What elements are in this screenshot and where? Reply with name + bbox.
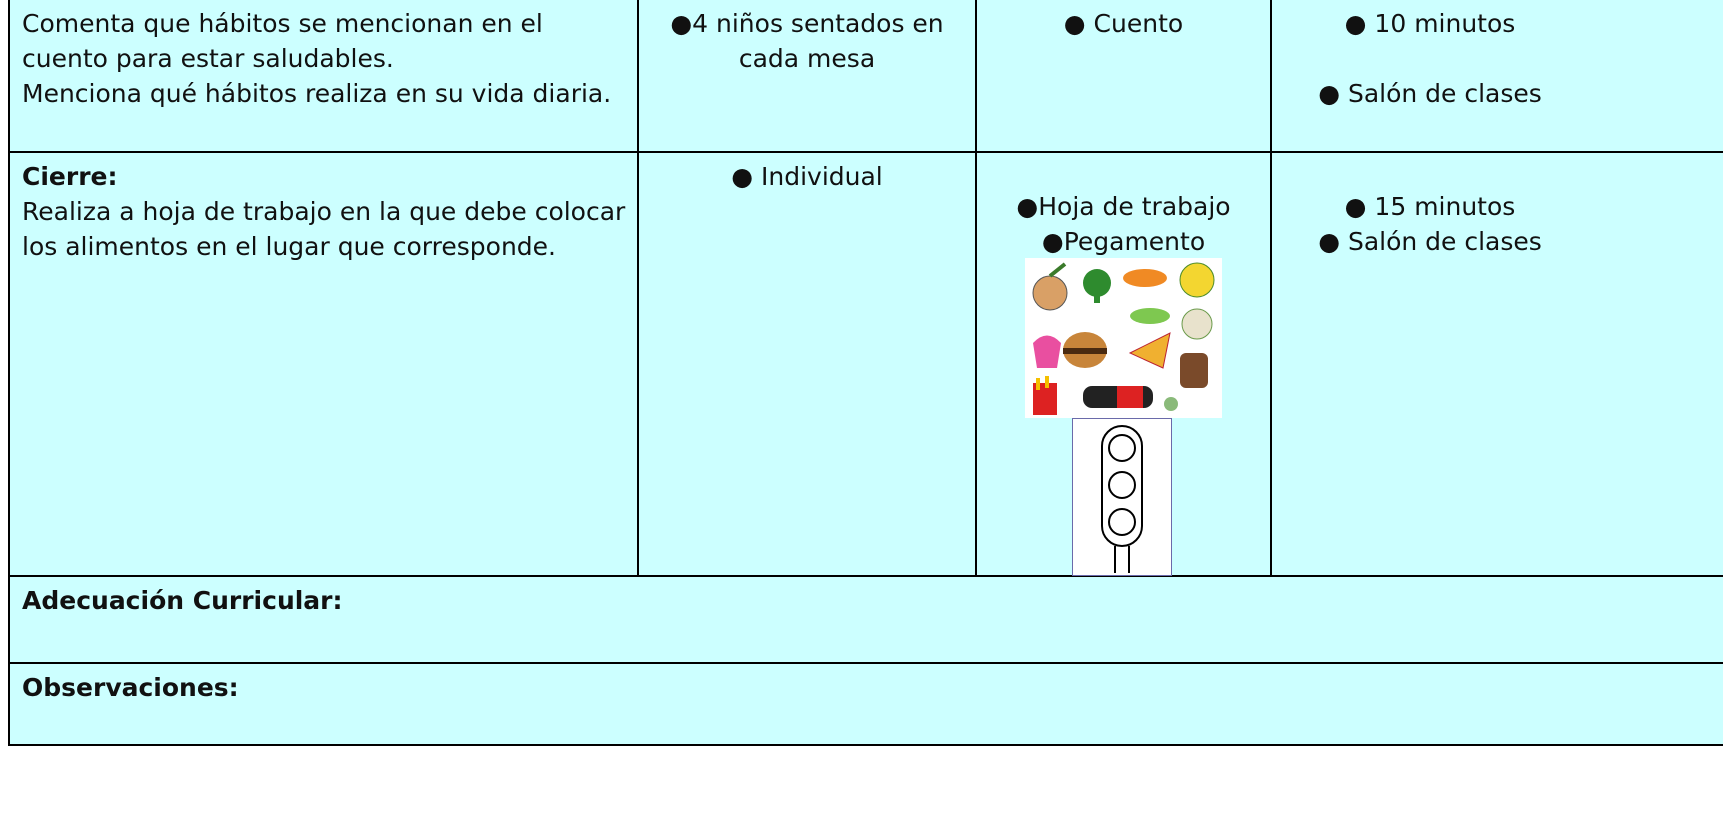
text: ● 15 minutos — [1344, 192, 1516, 221]
organization-cell: ● Individual — [637, 153, 975, 577]
text: ● Salón de clases — [1318, 227, 1542, 256]
time-cell: ● 10 minutos ● Salón de clases — [1270, 0, 1723, 153]
organization-cell: ●4 niños sentados en cada mesa — [637, 0, 975, 153]
text: ● Salón de clases — [1318, 79, 1542, 108]
text: ● Individual — [731, 162, 883, 191]
text: ●4 niños sentados en cada mesa — [670, 9, 944, 73]
text: ● Cuento — [1063, 9, 1184, 38]
text: ●Pegamento — [1041, 227, 1206, 256]
text: ● 10 minutos — [1344, 9, 1516, 38]
text: Observaciones: — [22, 673, 239, 702]
heading: Cierre: — [22, 159, 627, 194]
time-cell: ● 15 minutos ● Salón de clases — [1270, 153, 1723, 577]
text: Realiza a hoja de trabajo en la que debe… — [22, 197, 626, 261]
text: ●Hoja de trabajo — [1016, 192, 1231, 221]
food-stickers — [1025, 258, 1222, 418]
traffic-light — [1072, 418, 1172, 576]
text: Cierre: — [22, 162, 118, 191]
text: Adecuación Curricular: — [22, 586, 343, 615]
observaciones-cell: Observaciones: — [8, 664, 1723, 746]
adecuacion-cell: Adecuación Curricular: — [8, 577, 1723, 664]
text: Menciona qué hábitos realiza en su vida … — [22, 79, 612, 108]
materials-cell: ● Cuento — [975, 0, 1270, 153]
text: Comenta que hábitos se mencionan en el c… — [22, 9, 543, 73]
activity-cell: Cierre: Realiza a hoja de trabajo en la … — [8, 153, 637, 577]
activity-cell: Comenta que hábitos se mencionan en el c… — [8, 0, 637, 153]
